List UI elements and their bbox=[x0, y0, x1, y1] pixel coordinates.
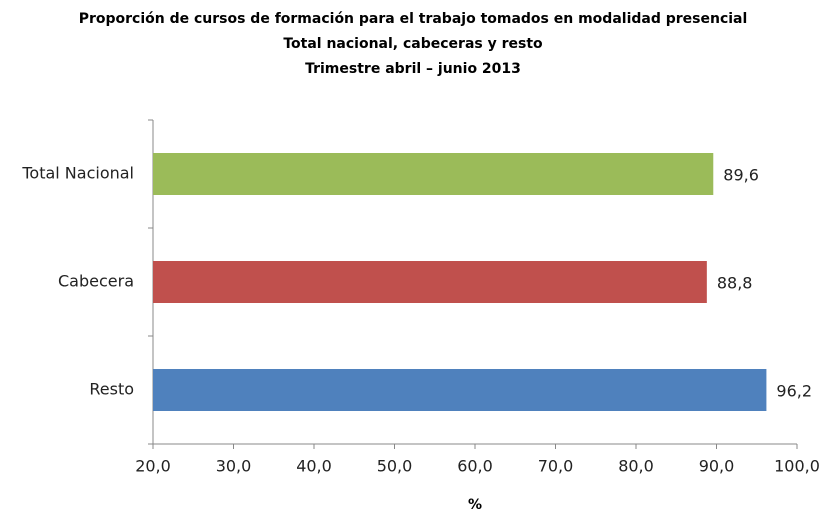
x-tick-label: 70,0 bbox=[538, 457, 574, 476]
x-tick-label: 30,0 bbox=[216, 457, 252, 476]
x-tick-label: 20,0 bbox=[135, 457, 171, 476]
data-label: 88,8 bbox=[717, 274, 753, 293]
x-tick-label: 60,0 bbox=[457, 457, 493, 476]
x-tick-label: 90,0 bbox=[699, 457, 735, 476]
bar bbox=[153, 369, 767, 411]
bar bbox=[153, 153, 714, 195]
y-tick-label: Cabecera bbox=[58, 272, 134, 291]
chart-title: Total nacional, cabeceras y resto bbox=[283, 36, 543, 52]
x-tick-label: 100,0 bbox=[774, 457, 820, 476]
x-tick-label: 50,0 bbox=[377, 457, 413, 476]
x-tick-label: 40,0 bbox=[296, 457, 332, 476]
y-tick-label: Resto bbox=[89, 380, 134, 399]
data-label: 96,2 bbox=[776, 382, 812, 401]
data-label: 89,6 bbox=[723, 166, 759, 185]
y-tick-label: Total Nacional bbox=[21, 164, 134, 183]
x-tick-label: 80,0 bbox=[618, 457, 654, 476]
chart-title: Proporción de cursos de formación para e… bbox=[79, 11, 748, 27]
x-axis-label: % bbox=[468, 497, 482, 513]
chart-title: Trimestre abril – junio 2013 bbox=[305, 61, 521, 77]
bar bbox=[153, 261, 707, 303]
